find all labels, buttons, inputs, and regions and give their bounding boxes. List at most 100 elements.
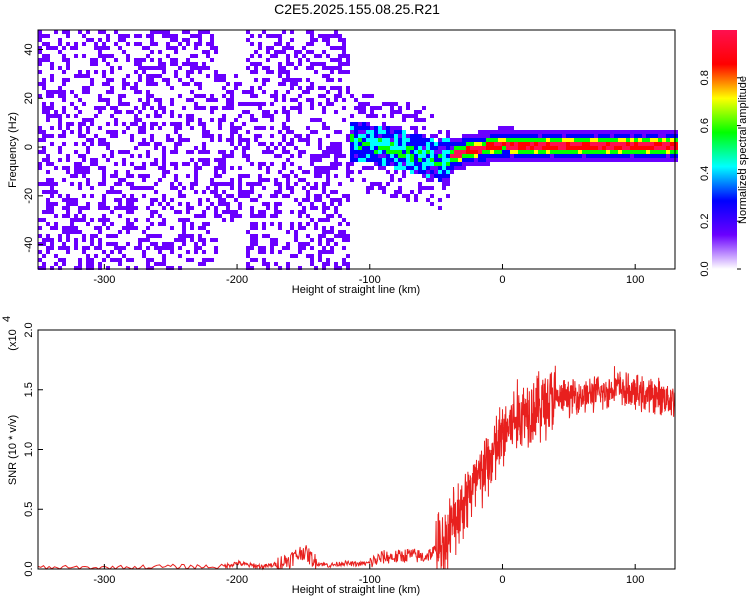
spectrogram-cell bbox=[642, 158, 646, 162]
spectrogram-cell bbox=[558, 150, 562, 154]
spectrogram-cell bbox=[646, 150, 650, 154]
spectrogram-cell bbox=[170, 182, 174, 186]
spectrogram-cell bbox=[106, 206, 110, 210]
spectrogram-cell bbox=[322, 50, 326, 54]
spectrogram-cell bbox=[442, 178, 446, 182]
spectrogram-cell bbox=[170, 226, 174, 230]
spectrogram-cell bbox=[338, 62, 342, 66]
spectrogram-cell bbox=[446, 138, 450, 142]
spectrogram-cell bbox=[254, 258, 258, 262]
spectrogram-cell bbox=[178, 122, 182, 126]
spectrogram-cell bbox=[186, 206, 190, 210]
spectrogram-cell bbox=[366, 142, 370, 146]
spectrogram-cell bbox=[146, 186, 150, 190]
spectrogram-cell bbox=[134, 198, 138, 202]
spectrogram-cell bbox=[222, 166, 226, 170]
spectrogram-cell bbox=[278, 130, 282, 134]
spectrogram-cell bbox=[506, 138, 510, 142]
spectrogram-cell bbox=[102, 138, 106, 142]
spectrogram-cell bbox=[310, 42, 314, 46]
spectrogram-cell bbox=[294, 78, 298, 82]
spectrogram-cell bbox=[306, 190, 310, 194]
spectrogram-cell bbox=[222, 202, 226, 206]
spectrogram-cell bbox=[114, 42, 118, 46]
spectrogram-cell bbox=[354, 158, 358, 162]
spectrogram-cell bbox=[154, 142, 158, 146]
spectrogram-cell bbox=[386, 170, 390, 174]
spectrogram-cell bbox=[262, 226, 266, 230]
spectrogram-cell bbox=[450, 138, 454, 142]
spectrogram-cell bbox=[286, 74, 290, 78]
spectrogram-cell bbox=[282, 122, 286, 126]
spectrogram-cell bbox=[126, 34, 130, 38]
spectrogram-cell bbox=[526, 158, 530, 162]
spectrogram-cell bbox=[134, 218, 138, 222]
spectrogram-cell bbox=[302, 242, 306, 246]
spectrogram-cell bbox=[250, 242, 254, 246]
spectrogram-cell bbox=[606, 146, 610, 150]
spectrogram-cell bbox=[346, 58, 350, 62]
spectrogram-cell bbox=[414, 114, 418, 118]
spectrogram-cell bbox=[298, 138, 302, 142]
spectrogram-cell bbox=[286, 194, 290, 198]
spectrogram-cell bbox=[486, 138, 490, 142]
spectrogram-cell bbox=[142, 94, 146, 98]
spectrogram-cell bbox=[238, 186, 242, 190]
spectrogram-cell bbox=[210, 98, 214, 102]
spectrogram-cell bbox=[666, 158, 670, 162]
spectrogram-cell bbox=[58, 194, 62, 198]
spectrogram-cell bbox=[410, 114, 414, 118]
spectrogram-cell bbox=[226, 98, 230, 102]
spectrogram-cell bbox=[46, 250, 50, 254]
spectrogram-cell bbox=[42, 210, 46, 214]
spectrogram-cell bbox=[174, 46, 178, 50]
spectrogram-cell bbox=[422, 106, 426, 110]
snr-multiplier-base: (x10 bbox=[7, 329, 19, 350]
spectrogram-cell bbox=[574, 130, 578, 134]
spectrogram-cell bbox=[258, 166, 262, 170]
spectrogram-cell bbox=[238, 174, 242, 178]
spectrogram-cell bbox=[338, 46, 342, 50]
spectrogram-cell bbox=[174, 258, 178, 262]
spectrogram-x-tick-label: 0 bbox=[499, 274, 505, 286]
spectrogram-cell bbox=[246, 214, 250, 218]
spectrogram-cell bbox=[626, 158, 630, 162]
spectrogram-cell bbox=[462, 138, 466, 142]
spectrogram-cell bbox=[194, 62, 198, 66]
spectrogram-cell bbox=[58, 94, 62, 98]
spectrogram-cell bbox=[286, 230, 290, 234]
spectrogram-cell bbox=[94, 70, 98, 74]
spectrogram-cell bbox=[222, 226, 226, 230]
spectrogram-cell bbox=[134, 46, 138, 50]
spectrogram-cell bbox=[42, 134, 46, 138]
spectrogram-cell bbox=[674, 150, 678, 154]
spectrogram-cell bbox=[342, 70, 346, 74]
spectrogram-cell bbox=[42, 150, 46, 154]
spectrogram-cell bbox=[298, 250, 302, 254]
spectrogram-cell bbox=[78, 166, 82, 170]
spectrogram-cell bbox=[658, 150, 662, 154]
spectrogram-cell bbox=[258, 126, 262, 130]
spectrogram-cell bbox=[194, 82, 198, 86]
spectrogram-cell bbox=[282, 70, 286, 74]
spectrogram-cell bbox=[406, 106, 410, 110]
spectrogram-cell bbox=[222, 86, 226, 90]
spectrogram-cell bbox=[346, 86, 350, 90]
spectrogram-cell bbox=[646, 158, 650, 162]
spectrogram-cell bbox=[298, 230, 302, 234]
spectrogram-cell bbox=[370, 130, 374, 134]
spectrogram-cell bbox=[334, 262, 338, 266]
spectrogram-cell bbox=[146, 94, 150, 98]
spectrogram-cell bbox=[582, 134, 586, 138]
spectrogram-cell bbox=[74, 246, 78, 250]
spectrogram-cell bbox=[294, 238, 298, 242]
spectrogram-cell bbox=[106, 98, 110, 102]
spectrogram-cell bbox=[270, 250, 274, 254]
spectrogram-cell bbox=[286, 78, 290, 82]
spectrogram-cell bbox=[74, 74, 78, 78]
spectrogram-cell bbox=[314, 166, 318, 170]
spectrogram-cell bbox=[338, 78, 342, 82]
spectrogram-cell bbox=[302, 178, 306, 182]
spectrogram-cell bbox=[294, 234, 298, 238]
spectrogram-cell bbox=[138, 114, 142, 118]
